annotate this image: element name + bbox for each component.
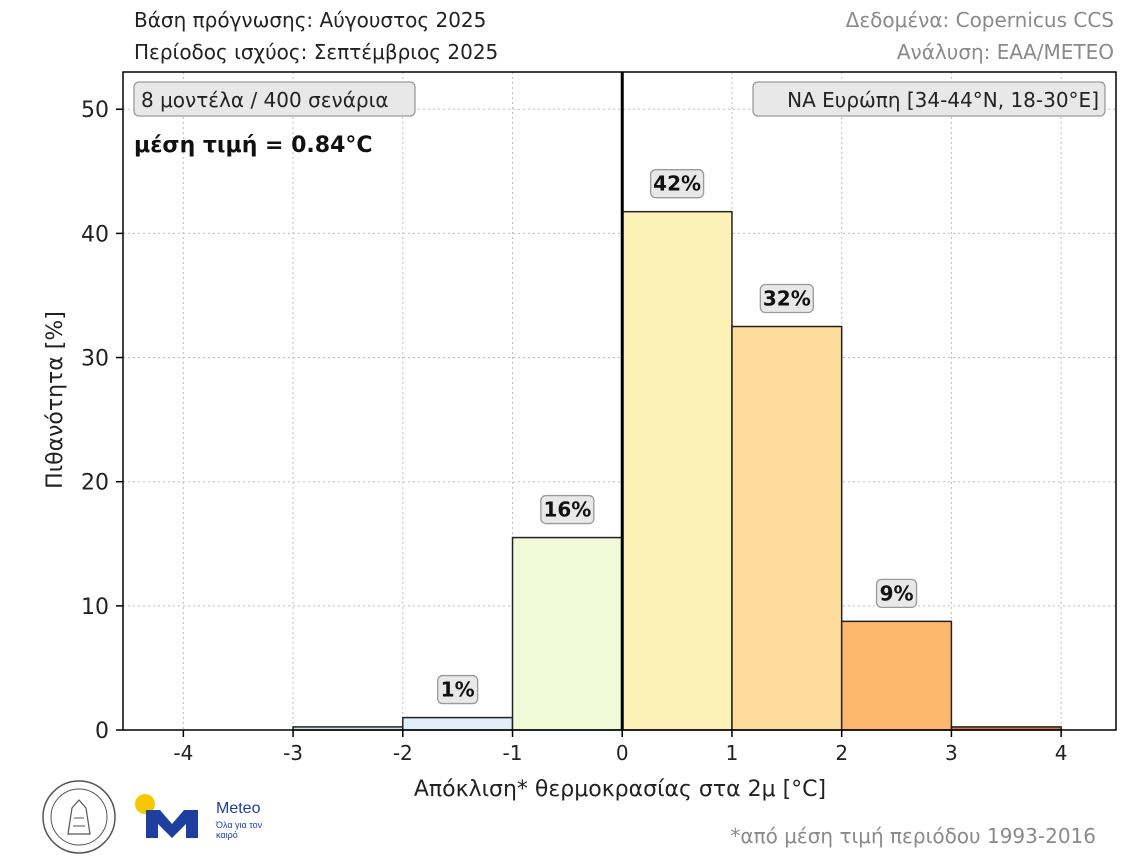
x-tick-label: 2 bbox=[835, 741, 848, 765]
valid-period-text: Περίοδος ισχύος: Σεπτέμβριος 2025 bbox=[134, 40, 499, 64]
histogram-bars bbox=[292, 210, 1062, 731]
x-tick-label: -2 bbox=[393, 741, 413, 765]
baseline-period-note: *από μέση τιμή περιόδου 1993-2016 bbox=[730, 824, 1096, 848]
forecast-base-text: Βάση πρόγνωσης: Αύγουστος 2025 bbox=[134, 8, 487, 32]
meteo-logo-name: Meteo bbox=[216, 800, 261, 817]
region-annotation-box bbox=[752, 81, 1106, 117]
histogram-bar bbox=[621, 210, 733, 731]
y-tick-label: 30 bbox=[81, 347, 109, 372]
x-tick-label: -4 bbox=[173, 741, 193, 765]
y-axis-label: Πιθανότητα [%] bbox=[43, 311, 68, 489]
meteo-logo-tagline: Όλα για τον καιρό bbox=[216, 820, 263, 840]
ensemble-annotation-box bbox=[133, 81, 416, 117]
bar-value-label: 1% bbox=[441, 678, 475, 702]
ensemble-annotation: 8 μοντέλα / 400 σενάρια bbox=[141, 88, 389, 112]
x-axis-label: Απόκλιση* θερμοκρασίας στα 2μ [°C] bbox=[414, 777, 826, 802]
bar-value-label: 9% bbox=[880, 581, 914, 605]
bar-value-label-box bbox=[875, 578, 918, 609]
bar-value-label: 32% bbox=[763, 287, 811, 311]
bar-value-label: 42% bbox=[653, 172, 701, 196]
annotations: 8 μοντέλα / 400 σενάρια μέση τιμή = 0.84°… bbox=[133, 81, 1106, 158]
bar-value-label-box bbox=[437, 674, 479, 705]
x-tick-label: 0 bbox=[616, 741, 629, 765]
x-tick-label: 4 bbox=[1055, 741, 1068, 765]
bar-value-label: 16% bbox=[543, 498, 591, 522]
y-tick-label: 40 bbox=[81, 222, 109, 247]
y-tick-label: 10 bbox=[81, 595, 109, 620]
meteo-logo: Meteo Όλα για τον καιρό bbox=[132, 792, 292, 844]
bar-value-labels: 1% 16% 42% 32% 9% bbox=[437, 169, 918, 705]
x-tick-label: -1 bbox=[503, 741, 523, 765]
y-tick-label: 0 bbox=[95, 719, 109, 744]
bar-value-label-box bbox=[759, 283, 814, 314]
region-annotation: ΝΑ Ευρώπη [34-44°N, 18-30°E] bbox=[787, 88, 1099, 112]
data-source-text: Δεδομένα: Copernicus CCS bbox=[845, 8, 1114, 32]
plot-border bbox=[122, 71, 1117, 731]
x-tick-label: 1 bbox=[726, 741, 739, 765]
x-tick-label: -3 bbox=[283, 741, 303, 765]
plot-frame bbox=[122, 71, 1117, 731]
y-tick-label: 20 bbox=[81, 471, 109, 496]
bar-value-label-box bbox=[649, 169, 705, 199]
y-tick-label: 50 bbox=[81, 98, 109, 123]
histogram-bar bbox=[840, 620, 953, 731]
observatory-seal-logo bbox=[40, 778, 118, 856]
mean-value-annotation: μέση τιμή = 0.84°C bbox=[134, 133, 373, 158]
bar-value-label-box bbox=[540, 494, 595, 525]
histogram-bar bbox=[731, 325, 843, 731]
histogram-bar bbox=[511, 536, 623, 731]
analysis-credit-text: Ανάλυση: ΕΑΑ/METEO bbox=[896, 40, 1114, 64]
histogram-bar bbox=[402, 716, 514, 731]
x-tick-label: 3 bbox=[945, 741, 958, 765]
